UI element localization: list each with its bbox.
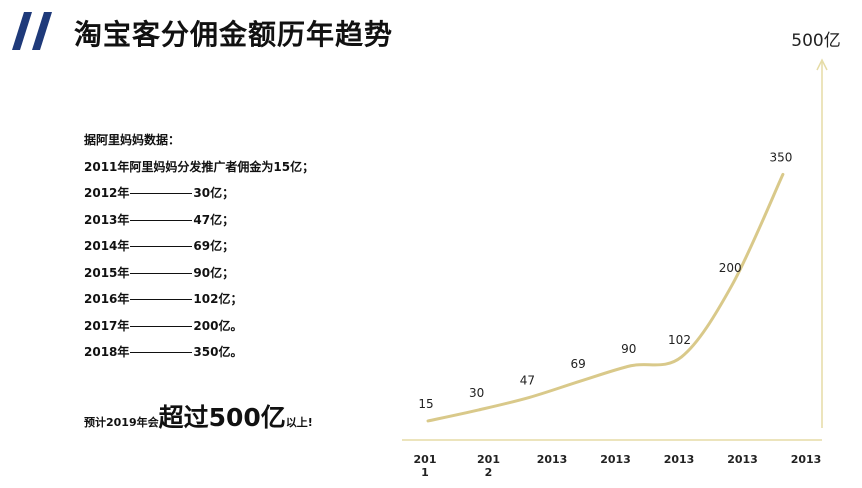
note-value: 102亿；	[193, 292, 243, 306]
note-row: 2018年 350亿。	[84, 339, 314, 366]
data-label: 102	[668, 333, 691, 347]
data-label: 47	[520, 373, 535, 387]
note-row: 2015年 90亿；	[84, 260, 314, 287]
note-year: 2012年	[84, 186, 130, 200]
forecast-main: 超过500亿	[158, 403, 286, 432]
x-tick-label: 2013	[537, 453, 568, 466]
note-row: 2016年 102亿；	[84, 286, 314, 313]
x-tick-label: 201 2	[477, 453, 500, 479]
title-slash-icon	[12, 12, 52, 50]
note-year: 2014年	[84, 239, 130, 253]
notes-intro: 2011年阿里妈妈分发推广者佣金为15亿；	[84, 159, 315, 174]
forecast-line: 预计2019年会超过500亿以上!	[84, 398, 313, 434]
page-title: 淘宝客分佣金额历年趋势	[74, 18, 394, 51]
note-dash	[130, 272, 193, 274]
x-tick-label: 2013	[727, 453, 758, 466]
note-year: 2016年	[84, 292, 130, 306]
note-dash	[130, 246, 193, 247]
note-row: 2017年 200亿。	[84, 313, 314, 340]
note-value: 47亿；	[193, 212, 235, 227]
note-year: 2018年	[84, 345, 130, 359]
note-value: 69亿；	[193, 239, 235, 253]
x-tick-label: 2013	[664, 453, 695, 466]
note-dash	[130, 299, 193, 300]
note-value: 200亿。	[193, 318, 243, 333]
data-label: 15	[418, 397, 433, 411]
data-label: 200	[719, 261, 742, 275]
note-dash	[130, 352, 193, 353]
note-dash	[130, 219, 193, 221]
x-tick-label: 2013	[791, 453, 822, 466]
note-value: 350亿。	[193, 345, 243, 359]
note-row: 2014年 69亿；	[84, 233, 314, 260]
notes-heading: 据阿里妈妈数据：	[84, 133, 181, 147]
data-label: 90	[621, 342, 636, 356]
data-notes: 据阿里妈妈数据： 2011年阿里妈妈分发推广者佣金为15亿； 2012年 30亿；…	[84, 127, 314, 366]
note-row: 2013年 47亿；	[84, 207, 314, 234]
data-label: 350	[769, 150, 792, 164]
note-year: 2017年	[84, 318, 130, 333]
x-tick-label: 201 1	[414, 453, 437, 479]
note-dash	[130, 325, 193, 327]
data-labels: 15 30 47 69 90 102 200 350	[418, 150, 792, 411]
notes-rows: 2012年 30亿； 2013年 47亿； 2014年 69亿； 2015年 90亿； 2016…	[84, 180, 314, 366]
note-value: 30亿；	[193, 186, 235, 200]
x-tick-labels: 201 1 201 2 2013 2013 2013 2013 2013	[414, 453, 822, 479]
note-row: 2012年 30亿；	[84, 180, 314, 207]
note-year: 2015年	[84, 265, 130, 280]
x-tick-label: 2013	[600, 453, 631, 466]
trend-line	[426, 172, 785, 423]
y-axis-top-label: 500亿	[791, 31, 840, 51]
note-dash	[130, 193, 193, 194]
data-label: 30	[469, 386, 484, 400]
forecast-suffix: 以上!	[285, 416, 313, 429]
note-year: 2013年	[84, 212, 130, 227]
data-label: 69	[570, 357, 585, 371]
note-value: 90亿；	[193, 265, 235, 280]
forecast-prefix: 预计2019年会	[84, 416, 159, 429]
y-axis-arrow	[816, 58, 828, 71]
